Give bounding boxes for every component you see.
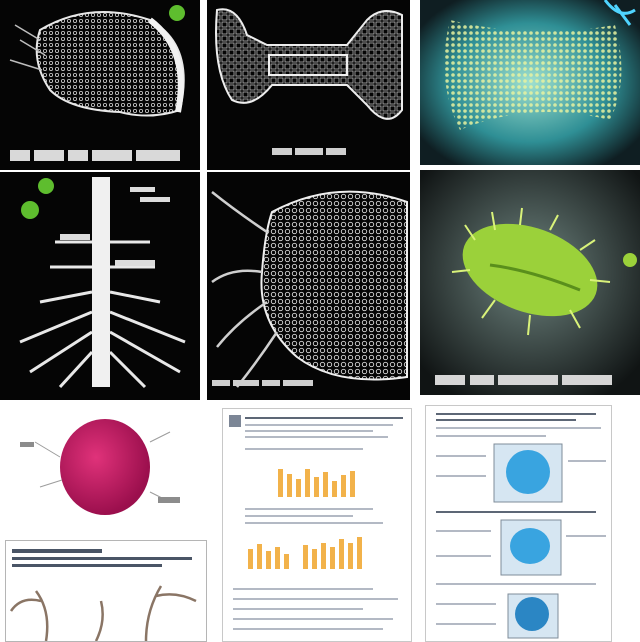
- garbled-caption: [272, 148, 346, 155]
- mesh-sphere-illustration: [211, 190, 408, 388]
- tile-mesh-sphere: [207, 172, 410, 400]
- green-cell-illustration: [420, 170, 640, 395]
- tile-document-bars: [222, 408, 412, 642]
- green-dot-icon: [38, 178, 54, 194]
- tile-teal-honeycomb: [420, 0, 640, 165]
- green-dot-icon: [169, 5, 185, 21]
- skeletal-organ-illustration: [9, 5, 185, 161]
- tile-branching-roots: [5, 540, 207, 642]
- blue-flourish-icon: [603, 0, 636, 26]
- tile-skeletal-organ: [0, 0, 200, 170]
- magenta-sphere-illustration: [20, 419, 180, 515]
- tile-bridge-structure: [207, 0, 410, 170]
- garbled-caption: [435, 375, 612, 385]
- green-dot-icon: [21, 201, 39, 219]
- tile-spine-tree: [0, 172, 200, 400]
- tile-magenta-sphere: [0, 402, 205, 537]
- document-bar-group-1: [278, 469, 355, 497]
- document-cells-illustration: [436, 413, 606, 639]
- garbled-caption: [10, 150, 180, 161]
- branching-roots-illustration: [9, 549, 197, 641]
- document-bar-group-2: [248, 537, 362, 569]
- bridge-structure-illustration: [215, 8, 403, 155]
- tile-document-cells: [425, 405, 612, 642]
- spine-tree-illustration: [19, 177, 186, 389]
- document-bars-illustration: [229, 415, 403, 630]
- teal-honeycomb-illustration: [420, 0, 640, 165]
- tile-green-cell: [420, 170, 640, 395]
- garbled-caption: [212, 380, 313, 386]
